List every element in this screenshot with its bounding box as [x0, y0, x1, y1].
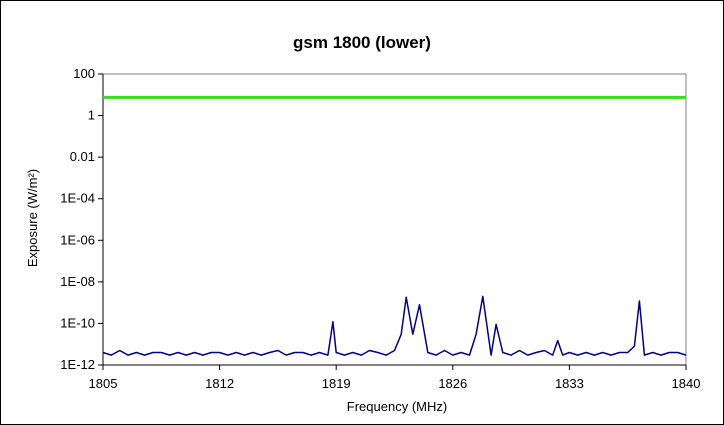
- plot-border: [102, 73, 687, 366]
- x-tick-label: 1833: [555, 376, 584, 391]
- x-tick-label: 1840: [672, 376, 701, 391]
- y-tick-label: 0.01: [70, 149, 95, 164]
- y-tick-label: 1E-08: [60, 274, 95, 289]
- y-axis: 100 1 0.01 1E-04 1E-06 1E-08 1E-10 1E-12: [60, 66, 104, 372]
- y-tick-label: 1E-04: [60, 191, 95, 206]
- y-tick-label: 1: [88, 108, 95, 123]
- y-tick-label: 1E-06: [60, 232, 95, 247]
- x-tick-label: 1805: [89, 376, 118, 391]
- series-layer: [102, 95, 687, 356]
- x-tick-label: 1826: [438, 376, 467, 391]
- y-axis-label: Exposure (W/m²): [25, 169, 40, 267]
- x-axis-label: Frequency (MHz): [347, 399, 447, 414]
- series-line-2: [102, 295, 687, 356]
- plot-area: [102, 73, 687, 366]
- chart-title: gsm 1800 (lower): [293, 33, 431, 52]
- x-axis: 1805 1812 1819 1826 1833 1840: [89, 364, 701, 391]
- y-tick-label: 1E-10: [60, 315, 95, 330]
- x-tick-label: 1812: [205, 376, 234, 391]
- x-tick-label: 1819: [322, 376, 351, 391]
- y-tick-label: 100: [73, 66, 95, 81]
- y-tick-label: 1E-12: [60, 357, 95, 372]
